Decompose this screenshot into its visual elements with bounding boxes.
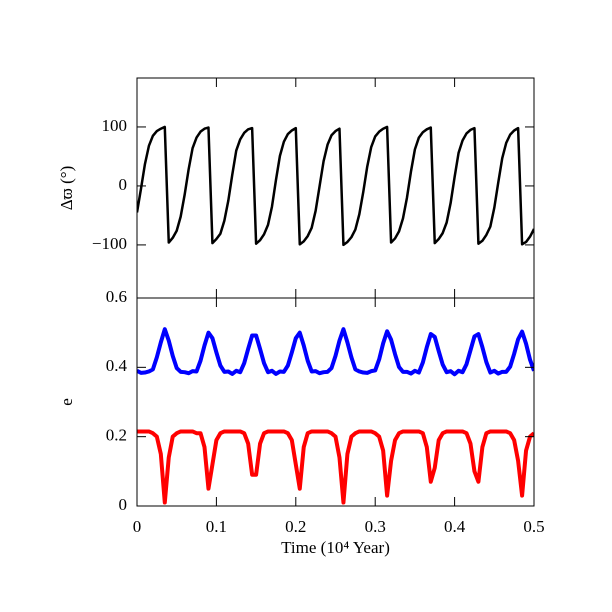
x-tick-label: 0.2 <box>285 517 306 536</box>
series-line <box>137 327 534 377</box>
data-line <box>137 125 534 247</box>
x-tick-label: 0.3 <box>365 517 386 536</box>
series-line <box>137 429 534 505</box>
x-tick-label: 0.5 <box>523 517 544 536</box>
x-tick-label: 0 <box>133 517 142 536</box>
y-tick-label: 100 <box>102 116 128 135</box>
plot-frame <box>136 77 535 299</box>
y-tick-label: −100 <box>92 234 127 253</box>
x-tick-label: 0.4 <box>444 517 466 536</box>
y-axis-label: Δϖ (°) <box>57 166 76 211</box>
y-tick-label: 0 <box>119 495 128 514</box>
y-axis-label: e <box>57 398 76 406</box>
y-tick-label: 0.6 <box>106 287 127 306</box>
y-tick-label: 0.4 <box>106 356 128 375</box>
y-tick-label: 0 <box>119 175 128 194</box>
x-axis-label: Time (10⁴ Year) <box>281 538 390 557</box>
y-tick-label: 0.2 <box>106 426 127 445</box>
plot-frame <box>136 297 535 507</box>
x-tick-label: 0.1 <box>206 517 227 536</box>
